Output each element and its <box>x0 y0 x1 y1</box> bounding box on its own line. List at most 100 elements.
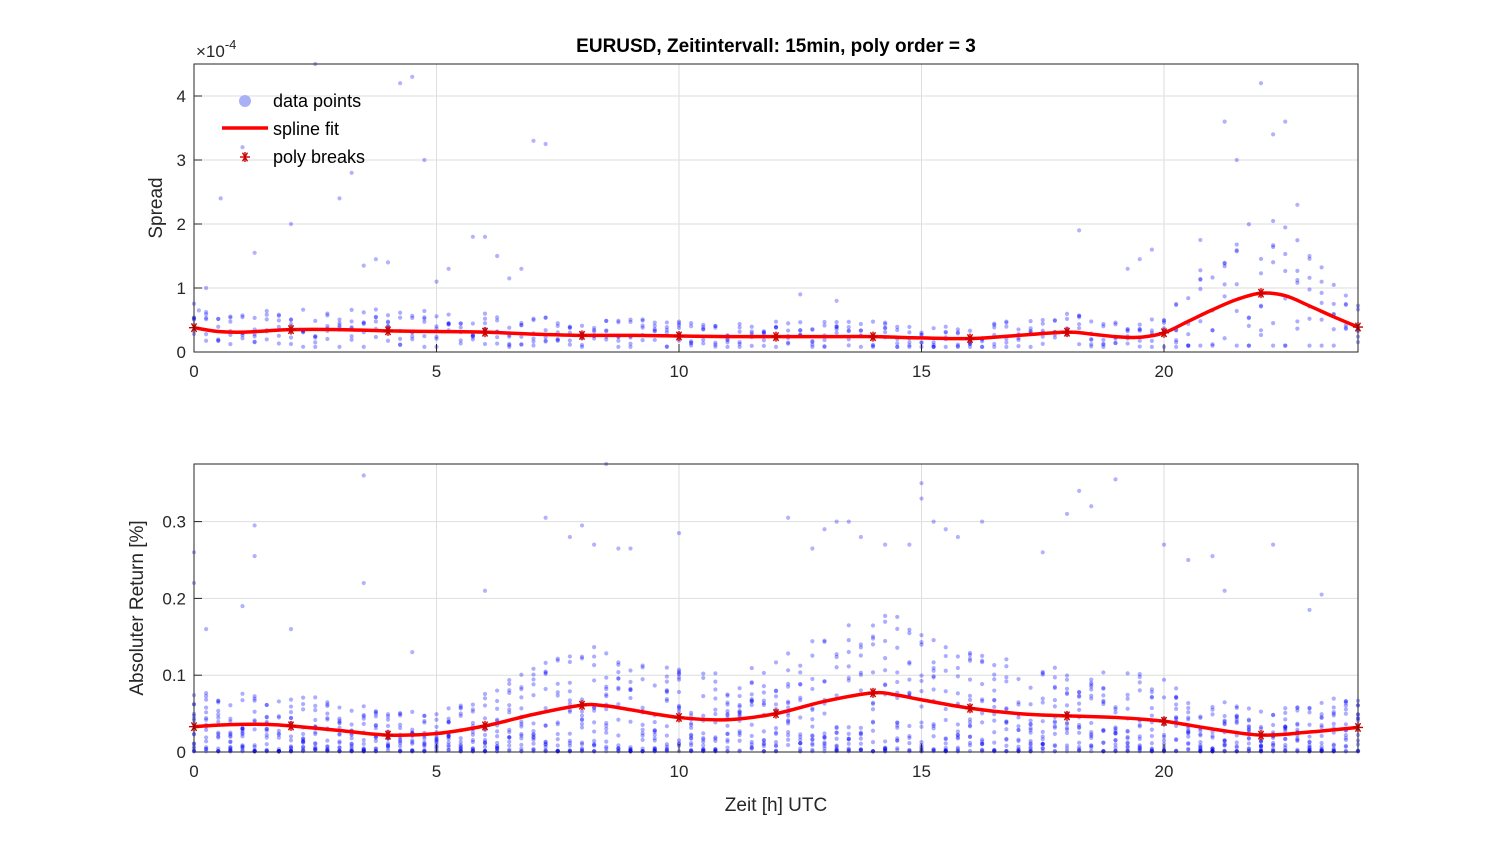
data-point <box>955 343 960 349</box>
data-point <box>907 677 912 682</box>
data-point <box>482 716 488 721</box>
data-point <box>240 728 245 733</box>
data-point <box>640 737 645 742</box>
data-point <box>870 319 876 324</box>
data-point <box>931 660 936 665</box>
data-point <box>858 736 863 741</box>
data-point <box>567 325 572 331</box>
data-point <box>1295 280 1300 285</box>
data-point <box>883 322 888 327</box>
data-point <box>482 703 488 708</box>
data-point <box>519 695 524 700</box>
data-point <box>1004 736 1009 741</box>
data-point <box>628 747 633 752</box>
data-point <box>907 631 912 636</box>
data-point <box>361 746 366 751</box>
data-point <box>1101 740 1106 745</box>
data-point <box>1089 319 1094 324</box>
y-tick-label: 4 <box>177 87 186 106</box>
data-point <box>361 321 366 327</box>
data-point-outlier <box>410 650 415 655</box>
data-point <box>422 319 427 324</box>
poly-break-marker <box>1062 710 1072 721</box>
data-point <box>1125 740 1130 745</box>
data-point <box>361 320 366 325</box>
data-point <box>410 313 415 318</box>
data-point <box>1319 725 1324 730</box>
return-y-axis-label: Absoluter Return [%] <box>127 520 148 695</box>
data-point <box>652 337 657 342</box>
data-point <box>761 741 766 746</box>
data-point <box>870 740 876 745</box>
data-point <box>822 638 827 643</box>
data-point <box>1149 741 1154 746</box>
data-point <box>1271 722 1276 728</box>
data-point <box>1004 679 1009 684</box>
data-point <box>1040 741 1045 746</box>
data-point <box>883 747 888 752</box>
data-point <box>640 705 645 710</box>
data-point <box>1125 341 1130 346</box>
data-point-outlier <box>907 542 912 547</box>
data-point <box>810 344 815 349</box>
data-point <box>1343 293 1348 298</box>
data-point <box>567 659 572 665</box>
data-point <box>1149 746 1154 751</box>
data-point-outlier <box>1125 266 1130 271</box>
data-point <box>1295 738 1300 743</box>
data-point <box>349 732 354 737</box>
data-point-outlier <box>1161 542 1167 547</box>
data-point <box>519 746 524 751</box>
data-point <box>992 748 997 753</box>
data-point <box>895 720 900 725</box>
data-point <box>810 733 815 738</box>
data-point <box>834 748 839 753</box>
data-point <box>919 633 924 638</box>
data-point <box>725 739 730 744</box>
data-point <box>1234 343 1239 348</box>
data-point <box>749 692 754 697</box>
data-point <box>470 709 475 714</box>
data-point <box>1246 741 1251 746</box>
data-point <box>895 614 900 620</box>
data-point <box>1271 743 1276 748</box>
data-point <box>531 336 536 341</box>
data-point <box>725 737 730 742</box>
data-point <box>883 326 888 331</box>
data-point <box>216 749 221 754</box>
data-point <box>846 664 851 669</box>
data-point <box>689 339 694 344</box>
data-point <box>482 316 488 321</box>
data-point <box>1234 719 1239 724</box>
data-point <box>204 746 209 752</box>
data-point <box>579 742 585 747</box>
data-point <box>919 340 924 345</box>
data-point <box>616 660 621 665</box>
data-point <box>1089 677 1094 682</box>
data-point <box>725 344 730 349</box>
data-point <box>470 746 475 751</box>
data-point <box>1234 743 1239 749</box>
data-point <box>507 344 512 349</box>
data-point <box>361 714 366 719</box>
data-point <box>216 338 221 343</box>
data-point <box>555 321 560 326</box>
data-point <box>967 650 973 656</box>
data-point <box>1295 268 1300 273</box>
data-point <box>361 713 366 718</box>
data-point-outlier <box>385 260 391 265</box>
legend: data points spline fit poly breaks <box>222 91 365 167</box>
data-point <box>676 669 682 674</box>
data-point <box>1295 319 1300 324</box>
data-point <box>652 748 657 753</box>
data-point <box>1064 703 1070 708</box>
data-point <box>980 660 985 665</box>
data-point <box>1210 747 1215 753</box>
data-point <box>895 723 900 728</box>
data-point <box>228 748 233 753</box>
data-point <box>701 731 706 736</box>
legend-poly-breaks-marker <box>240 152 250 162</box>
data-point <box>1307 745 1312 751</box>
data-point <box>1174 694 1179 699</box>
data-point <box>252 340 257 345</box>
